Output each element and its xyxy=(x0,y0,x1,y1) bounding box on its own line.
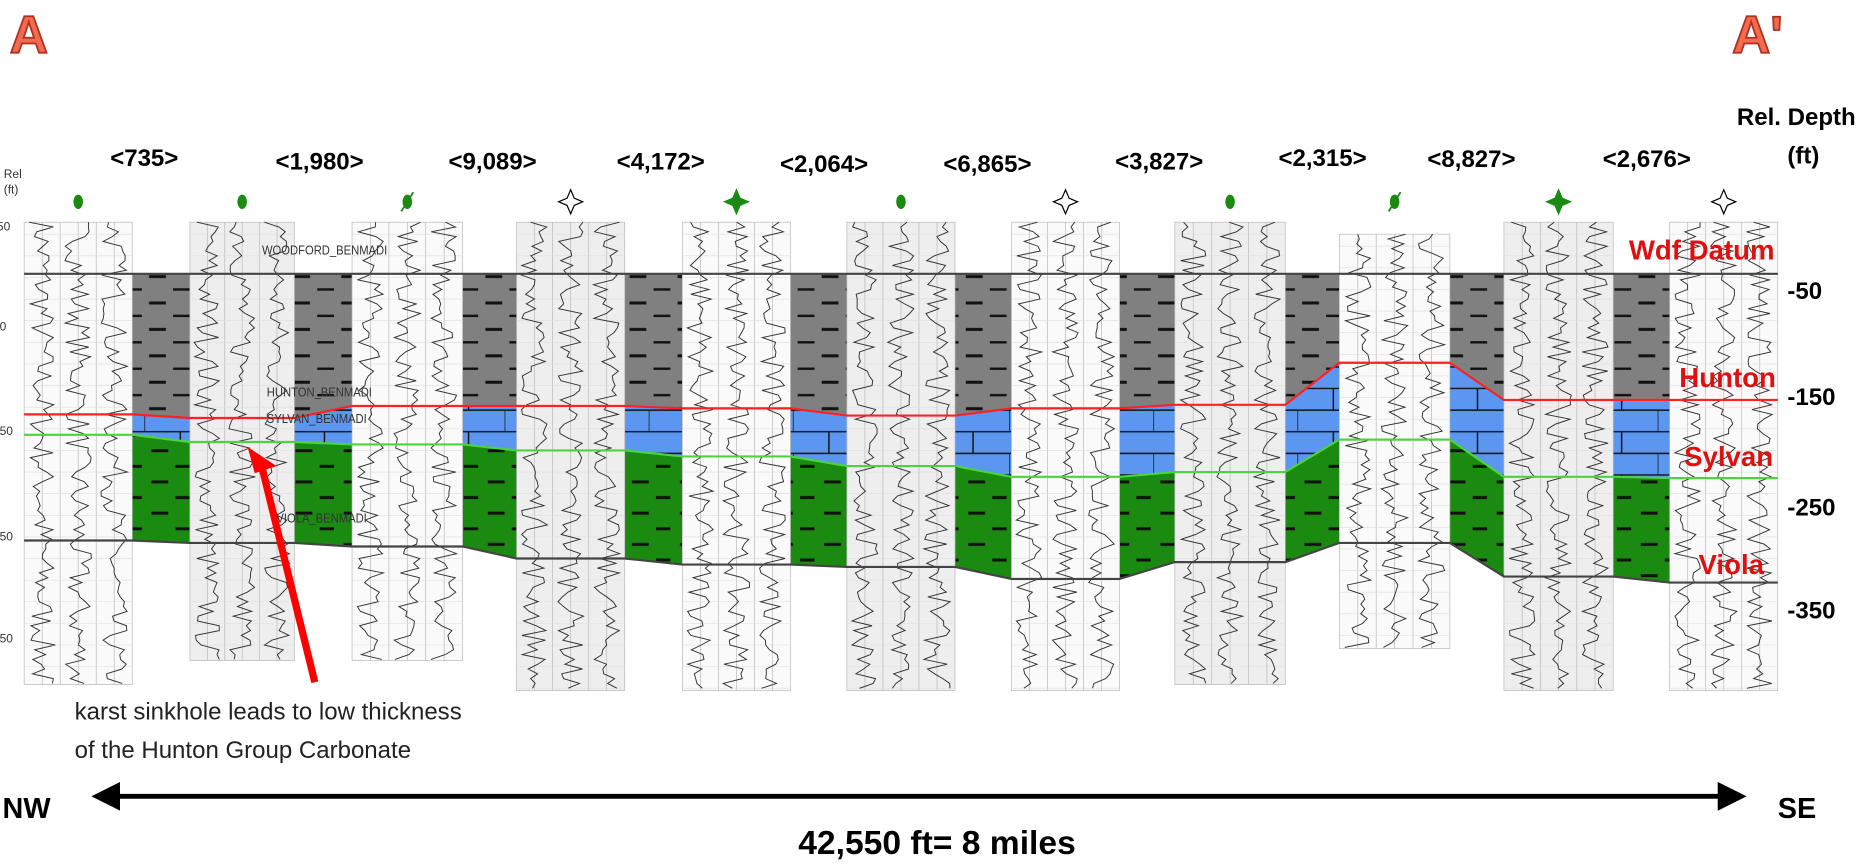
left-axis-unit: (ft) xyxy=(4,182,19,196)
horizon-label: Sylvan xyxy=(1684,441,1773,472)
well-logs xyxy=(24,190,1778,691)
section-end-label: A' xyxy=(1732,6,1783,65)
well-symbol xyxy=(73,195,83,209)
cross-section: A A' Rel. Depth (ft) Rel (ft) karst sink… xyxy=(0,0,1874,866)
depth-label: -150 xyxy=(1787,384,1835,411)
sylvan-shale xyxy=(463,444,517,558)
well-symbol xyxy=(896,195,906,209)
well-symbol xyxy=(559,190,583,214)
hunton-carbonate xyxy=(463,406,517,450)
well-spacing: <8,827> xyxy=(1427,146,1515,173)
horizon-label: Hunton xyxy=(1679,362,1776,393)
hunton-carbonate xyxy=(625,406,683,456)
sylvan-shale xyxy=(1120,472,1175,579)
well-spacing: <2,315> xyxy=(1278,145,1366,172)
woodford-shale xyxy=(463,274,517,406)
woodford-shale xyxy=(790,274,846,416)
well-symbol xyxy=(1225,195,1235,209)
hunton-carbonate xyxy=(1613,400,1669,478)
sylvan-shale xyxy=(955,466,1011,579)
well-spacing: <6,865> xyxy=(943,151,1031,178)
well-spacing: <1,980> xyxy=(276,148,364,175)
well-spacing: <9,089> xyxy=(449,148,537,175)
sylvan-shale xyxy=(625,450,683,564)
sylvan-shale xyxy=(790,456,846,567)
annotation: karst sinkhole leads to low thickness xyxy=(75,698,462,725)
depth-label: -50 xyxy=(1787,278,1822,305)
depth-label: -350 xyxy=(1787,598,1835,625)
well-symbol xyxy=(1712,190,1736,214)
well-spacing: <2,676> xyxy=(1603,146,1691,173)
well-symbol xyxy=(237,195,247,209)
woodford-shale xyxy=(1613,274,1669,400)
left-axis-title: Rel xyxy=(4,167,22,181)
sylvan-shale xyxy=(132,435,190,543)
woodford-shale xyxy=(1120,274,1175,409)
depth-label: -250 xyxy=(1787,494,1835,521)
well-spacing: <4,172> xyxy=(617,148,705,175)
sylvan-shale xyxy=(1613,477,1669,583)
distance-label: 42,550 ft= 8 miles xyxy=(798,825,1076,862)
annotation: of the Hunton Group Carbonate xyxy=(75,737,411,764)
hunton-carbonate xyxy=(1120,405,1175,477)
log-marker-label: VIOLA_BENMADI xyxy=(276,511,366,526)
woodford-shale xyxy=(132,274,190,418)
sylvan-shale xyxy=(294,442,352,546)
well-spacing: <735> xyxy=(110,145,178,172)
left-depth-label: 50 xyxy=(0,319,7,333)
left-depth-label: 350 xyxy=(0,632,13,646)
section-start-label: A xyxy=(10,6,48,65)
woodford-shale xyxy=(955,274,1011,416)
log-marker-label: WOODFORD_BENMADI xyxy=(262,243,387,258)
horizon-label: Wdf Datum xyxy=(1629,234,1775,265)
direction-end: SE xyxy=(1778,793,1816,825)
depth-axis-title: Rel. Depth xyxy=(1737,104,1856,131)
horizon-label: Viola xyxy=(1699,549,1765,580)
well-symbol xyxy=(724,190,748,214)
well-symbol xyxy=(1054,190,1078,214)
left-depth-label: 150 xyxy=(0,424,13,438)
well-spacing: <3,827> xyxy=(1115,148,1203,175)
well-symbol xyxy=(1547,190,1571,214)
direction-start: NW xyxy=(3,793,52,825)
depth-axis-unit: (ft) xyxy=(1787,142,1819,169)
left-depth-label: -50 xyxy=(0,220,11,234)
log-marker-label: SYLVAN_BENMADI xyxy=(267,411,367,426)
left-depth-label: 250 xyxy=(0,529,13,543)
log-marker-label: HUNTON_BENMADI xyxy=(267,385,372,400)
woodford-shale xyxy=(625,274,683,409)
well-spacing: <2,064> xyxy=(780,151,868,178)
